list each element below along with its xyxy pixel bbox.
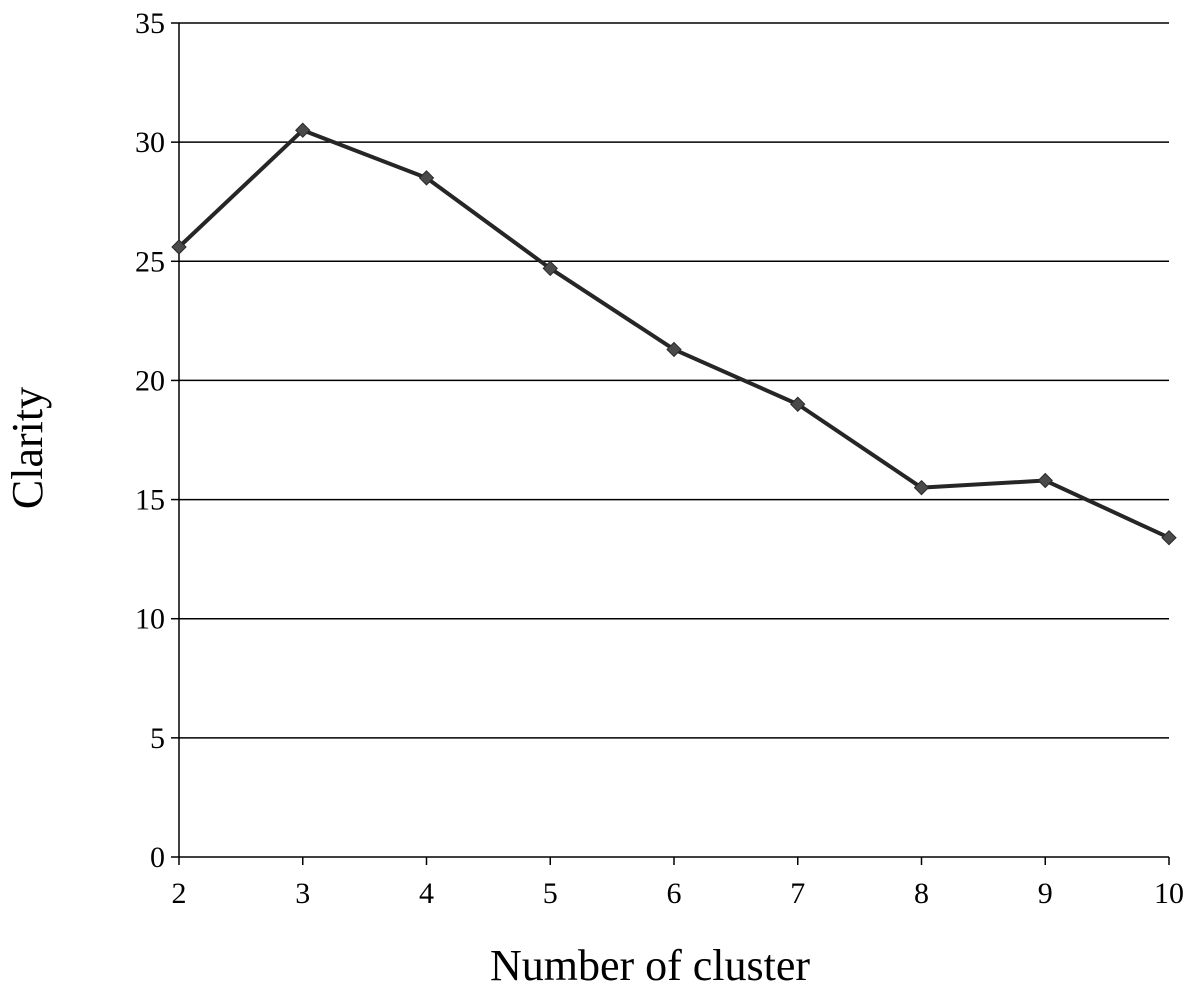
tick-labels: 0 5 10 15 20 25 30 35 2 3 4 5 6 7 8 9 10 (135, 7, 1184, 910)
y-axis-title: Clarity (3, 387, 52, 509)
y-tick-label-0: 0 (150, 841, 165, 874)
y-tick-label-5: 5 (150, 722, 165, 755)
x-tick-label-4: 4 (419, 877, 434, 910)
y-tick-label-10: 10 (135, 603, 165, 636)
series-line-0 (177, 128, 1170, 540)
y-tick-label-35: 35 (135, 7, 165, 40)
data-point-6 (666, 341, 682, 358)
data-point-5 (542, 260, 558, 277)
series (177, 128, 1170, 540)
data-point-4 (418, 170, 435, 186)
markers (171, 122, 1177, 546)
gridlines (179, 22, 1169, 739)
data-point-10 (1161, 529, 1177, 546)
data-point-9 (1037, 472, 1053, 489)
y-tick-label-20: 20 (135, 364, 165, 397)
x-tick-label-2: 2 (172, 877, 187, 910)
y-tick-label-15: 15 (135, 484, 165, 517)
x-tick-label-9: 9 (1038, 877, 1053, 910)
axes (171, 22, 1170, 865)
x-tick-label-8: 8 (914, 877, 929, 910)
data-point-8 (913, 479, 930, 496)
y-tick-label-25: 25 (135, 245, 165, 278)
x-tick-label-5: 5 (543, 877, 558, 910)
y-tick-label-30: 30 (135, 126, 165, 159)
x-axis-title: Number of cluster (490, 941, 810, 990)
x-tick-label-3: 3 (295, 877, 310, 910)
x-tick-label-10: 10 (1154, 877, 1184, 910)
x-tick-label-6: 6 (667, 877, 682, 910)
data-point-7 (790, 396, 806, 412)
data-point-2 (171, 239, 187, 255)
data-point-3 (295, 122, 311, 138)
x-tick-label-7: 7 (790, 877, 805, 910)
